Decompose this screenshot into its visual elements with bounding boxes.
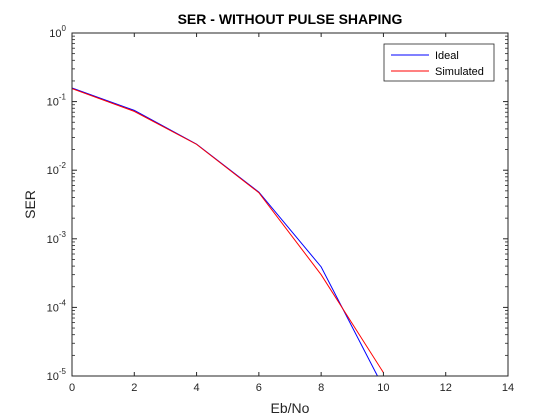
y-tick-label: 10-5 [47,367,67,383]
y-tick-base: 10 [49,28,61,40]
chart-title: SER - WITHOUT PULSE SHAPING [178,11,403,27]
y-tick-base: 10 [47,234,59,246]
x-tick-label: 10 [377,382,389,394]
x-tick-label: 0 [69,382,75,394]
y-tick-exponent: -3 [59,230,67,239]
legend-label-simulated: Simulated [435,66,484,78]
series-layer [72,87,384,376]
y-tick-base: 10 [47,371,59,383]
x-tick-label: 2 [131,382,137,394]
y-tick-label: 10-4 [47,298,67,314]
y-tick-base: 10 [47,302,59,314]
y-axis-label: SER [22,190,38,219]
y-tick-exponent: -4 [59,298,67,307]
x-axis-ticks: 0 2 4 6 8 10 12 14 [69,33,514,394]
y-tick-base: 10 [47,97,59,109]
y-tick-label: 10-1 [47,93,67,109]
y-tick-label: 10-2 [47,161,67,177]
legend: Ideal Simulated [383,43,495,82]
y-tick-exponent: -5 [59,367,67,376]
legend-box [383,43,495,82]
x-axis-label: Eb/No [271,400,310,416]
y-tick-exponent: 0 [62,24,67,33]
y-tick-exponent: -2 [59,161,67,170]
plot-box [71,32,509,377]
x-tick-label: 8 [318,382,324,394]
x-tick-label: 6 [256,382,262,394]
y-tick-base: 10 [47,165,59,177]
series-line-simulated [72,88,384,373]
x-tick-label: 4 [194,382,200,394]
y-tick-label: 100 [49,24,66,40]
y-tick-exponent: -1 [59,93,67,102]
plot-area [72,33,508,376]
y-tick-label: 10-3 [47,230,67,246]
x-tick-label: 14 [502,382,514,394]
legend-label-ideal: Ideal [435,50,459,62]
x-tick-label: 12 [440,382,452,394]
